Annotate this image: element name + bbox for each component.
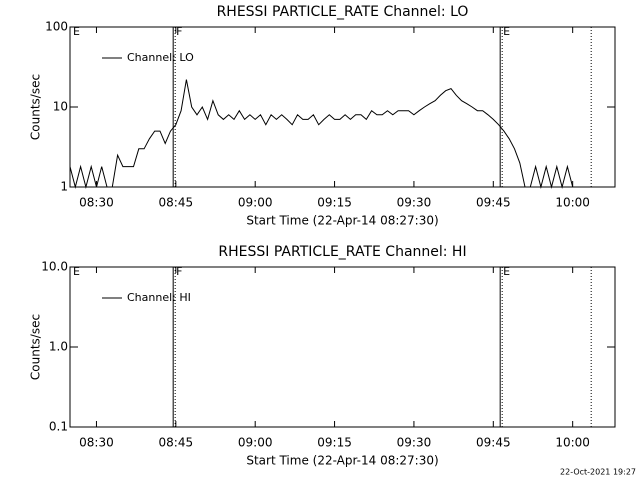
x-tick-label: 09:45 [476, 196, 511, 210]
x-tick-label: 08:45 [159, 436, 194, 450]
x-tick-label: 09:15 [317, 196, 352, 210]
x-tick-label: 08:45 [159, 196, 194, 210]
x-tick-label: 09:30 [397, 436, 432, 450]
legend-label: Channel: HI [127, 291, 191, 304]
x-tick-label: 09:00 [238, 436, 273, 450]
marker-label: E [73, 265, 80, 278]
x-tick-label: 10:00 [555, 196, 590, 210]
y-tick-label: 0.1 [49, 420, 68, 434]
marker-label: E [503, 25, 510, 38]
x-tick-label: 10:00 [555, 436, 590, 450]
chart-title: RHESSI PARTICLE_RATE Channel: LO [217, 4, 469, 20]
x-tick-label: 08:30 [79, 436, 114, 450]
chart-title: RHESSI PARTICLE_RATE Channel: HI [218, 244, 466, 260]
y-tick-label: 1 [60, 180, 68, 194]
legend-label: Channel: LO [127, 51, 194, 64]
x-tick-label: 09:00 [238, 196, 273, 210]
y-axis-label: Counts/sec [29, 74, 43, 140]
y-axis-label: Counts/sec [29, 314, 43, 380]
x-tick-label: 09:30 [397, 196, 432, 210]
x-tick-label: 09:15 [317, 436, 352, 450]
y-tick-label: 1.0 [49, 340, 68, 354]
data-line [69, 79, 574, 189]
marker-label: F [176, 265, 182, 278]
y-tick-label: 10.0 [41, 260, 68, 274]
y-tick-label: 10 [53, 100, 68, 114]
marker-label: E [503, 265, 510, 278]
x-tick-label: 08:30 [79, 196, 114, 210]
marker-label: E [73, 25, 80, 38]
x-axis-label: Start Time (22-Apr-14 08:27:30) [246, 214, 438, 228]
x-tick-label: 09:45 [476, 436, 511, 450]
marker-label: F [176, 25, 182, 38]
footer: 22-Oct-2021 19:27 [560, 468, 636, 477]
x-axis-label: Start Time (22-Apr-14 08:27:30) [246, 454, 438, 468]
y-tick-label: 100 [45, 20, 68, 34]
